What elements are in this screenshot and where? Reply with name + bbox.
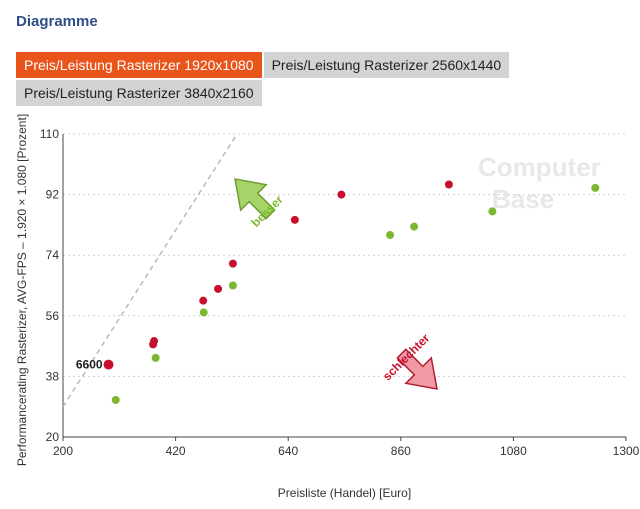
data-point [228, 281, 237, 290]
tab-bar: Preis/Leistung Rasterizer 1920x1080 Preis… [16, 52, 516, 108]
x-axis-title: Preisliste (Handel) [Euro] [278, 486, 411, 500]
watermark-line-2: Base [492, 184, 554, 214]
data-point [290, 215, 299, 224]
x-axis-ticks: 200 420 640 860 1080 1300 [53, 437, 640, 458]
tab-rasterizer-3840x2160[interactable]: Preis/Leistung Rasterizer 3840x2160 [16, 80, 262, 106]
x-tick-label: 860 [391, 444, 411, 458]
y-tick-label: 74 [46, 248, 60, 262]
data-point [410, 222, 419, 231]
data-point [151, 353, 160, 362]
data-point [337, 190, 346, 199]
data-point [488, 207, 497, 216]
highlight-label: 6600 [76, 358, 103, 372]
data-point [444, 180, 453, 189]
tab-rasterizer-2560x1440[interactable]: Preis/Leistung Rasterizer 2560x1440 [263, 52, 510, 78]
data-point [228, 259, 237, 268]
computerbase-watermark: Computer Base [478, 152, 601, 214]
x-tick-label: 1080 [500, 444, 527, 458]
x-tick-label: 420 [166, 444, 186, 458]
schlechter-arrow-icon [396, 348, 438, 390]
y-tick-label: 38 [46, 369, 60, 383]
data-point [149, 340, 158, 349]
tab-rasterizer-1920x1080[interactable]: Preis/Leistung Rasterizer 1920x1080 [16, 52, 262, 78]
y-tick-label: 110 [40, 127, 59, 141]
x-tick-label: 1300 [613, 444, 640, 458]
page-title: Diagramme [16, 13, 98, 30]
y-tick-label: 56 [46, 309, 60, 323]
y-axis-title: Performancerating Rasterizer, AVG-FPS – … [15, 114, 29, 466]
watermark-line-1: Computer [478, 152, 601, 182]
data-point [199, 296, 208, 305]
data-point [214, 284, 223, 293]
y-tick-label: 20 [46, 430, 60, 444]
x-tick-label: 200 [53, 444, 73, 458]
data-point [103, 359, 114, 370]
data-point [111, 395, 120, 404]
x-tick-label: 640 [278, 444, 298, 458]
besser-arrow-icon [234, 178, 276, 220]
y-axis-ticks: 20 38 56 74 92 110 [40, 127, 59, 444]
y-tick-label: 92 [46, 188, 60, 202]
data-point [591, 183, 600, 192]
data-point [386, 231, 395, 239]
data-points [103, 180, 600, 404]
data-point [199, 308, 208, 317]
